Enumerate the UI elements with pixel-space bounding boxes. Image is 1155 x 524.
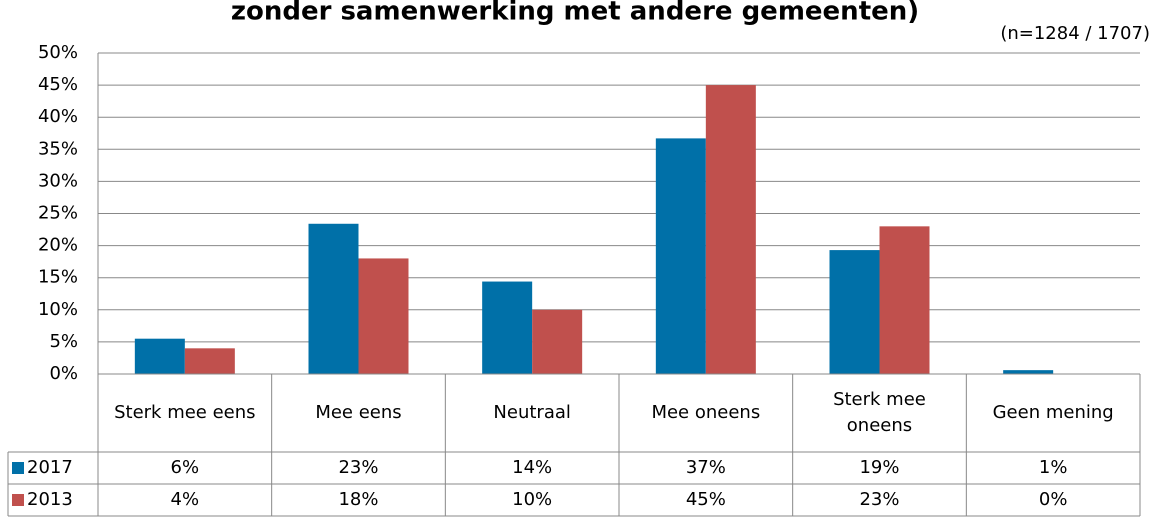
table-value: 37%	[685, 457, 726, 478]
x-tick-label: Sterk mee oneens	[833, 389, 926, 436]
bar	[829, 250, 880, 374]
bar	[879, 226, 930, 374]
bar	[184, 348, 235, 374]
y-tick-label: 30%	[38, 170, 78, 191]
bar	[358, 258, 409, 374]
bar	[655, 138, 706, 374]
y-tick-label: 0%	[49, 363, 78, 384]
table-value: 19%	[859, 457, 900, 478]
x-tick-label: Mee oneens	[651, 402, 761, 423]
table-value: 14%	[512, 457, 553, 478]
table-value: 23%	[338, 457, 379, 478]
table-value: 18%	[338, 489, 379, 510]
table-value: 45%	[685, 489, 726, 510]
chart-subtitle: (n=1284 / 1707)	[1000, 23, 1150, 44]
y-tick-label: 25%	[38, 203, 78, 224]
bar	[532, 309, 583, 374]
x-tick-label: Mee eens	[315, 402, 402, 423]
bar	[134, 338, 185, 374]
x-tick-label: Geen mening	[992, 402, 1114, 423]
y-tick-label: 15%	[38, 267, 78, 288]
y-tick-label: 35%	[38, 138, 78, 159]
bar	[308, 223, 359, 374]
legend-swatch	[12, 462, 24, 474]
table-value: 6%	[170, 457, 200, 478]
y-tick-label: 50%	[38, 42, 78, 63]
x-tick-label: Neutraal	[493, 402, 571, 423]
y-tick-label: 5%	[49, 331, 78, 352]
legend-label: 2017	[27, 457, 73, 478]
legend-entry: 2017	[8, 452, 98, 484]
bar	[705, 85, 756, 374]
legend-entry: 2013	[8, 484, 98, 516]
bar	[1003, 370, 1054, 374]
x-tick-label: Sterk mee eens	[114, 402, 256, 423]
y-tick-label: 40%	[38, 106, 78, 127]
table-value: 1%	[1038, 457, 1068, 478]
y-tick-label: 20%	[38, 235, 78, 256]
y-tick-label: 10%	[38, 299, 78, 320]
table-value: 0%	[1038, 489, 1068, 510]
table-value: 23%	[859, 489, 900, 510]
y-tick-label: 45%	[38, 74, 78, 95]
table-value: 10%	[512, 489, 553, 510]
table-value: 4%	[170, 489, 200, 510]
bar	[482, 281, 533, 374]
legend-swatch	[12, 494, 24, 506]
legend-label: 2013	[27, 489, 73, 510]
chart-title: zonder samenwerking met andere gemeenten…	[231, 0, 919, 27]
